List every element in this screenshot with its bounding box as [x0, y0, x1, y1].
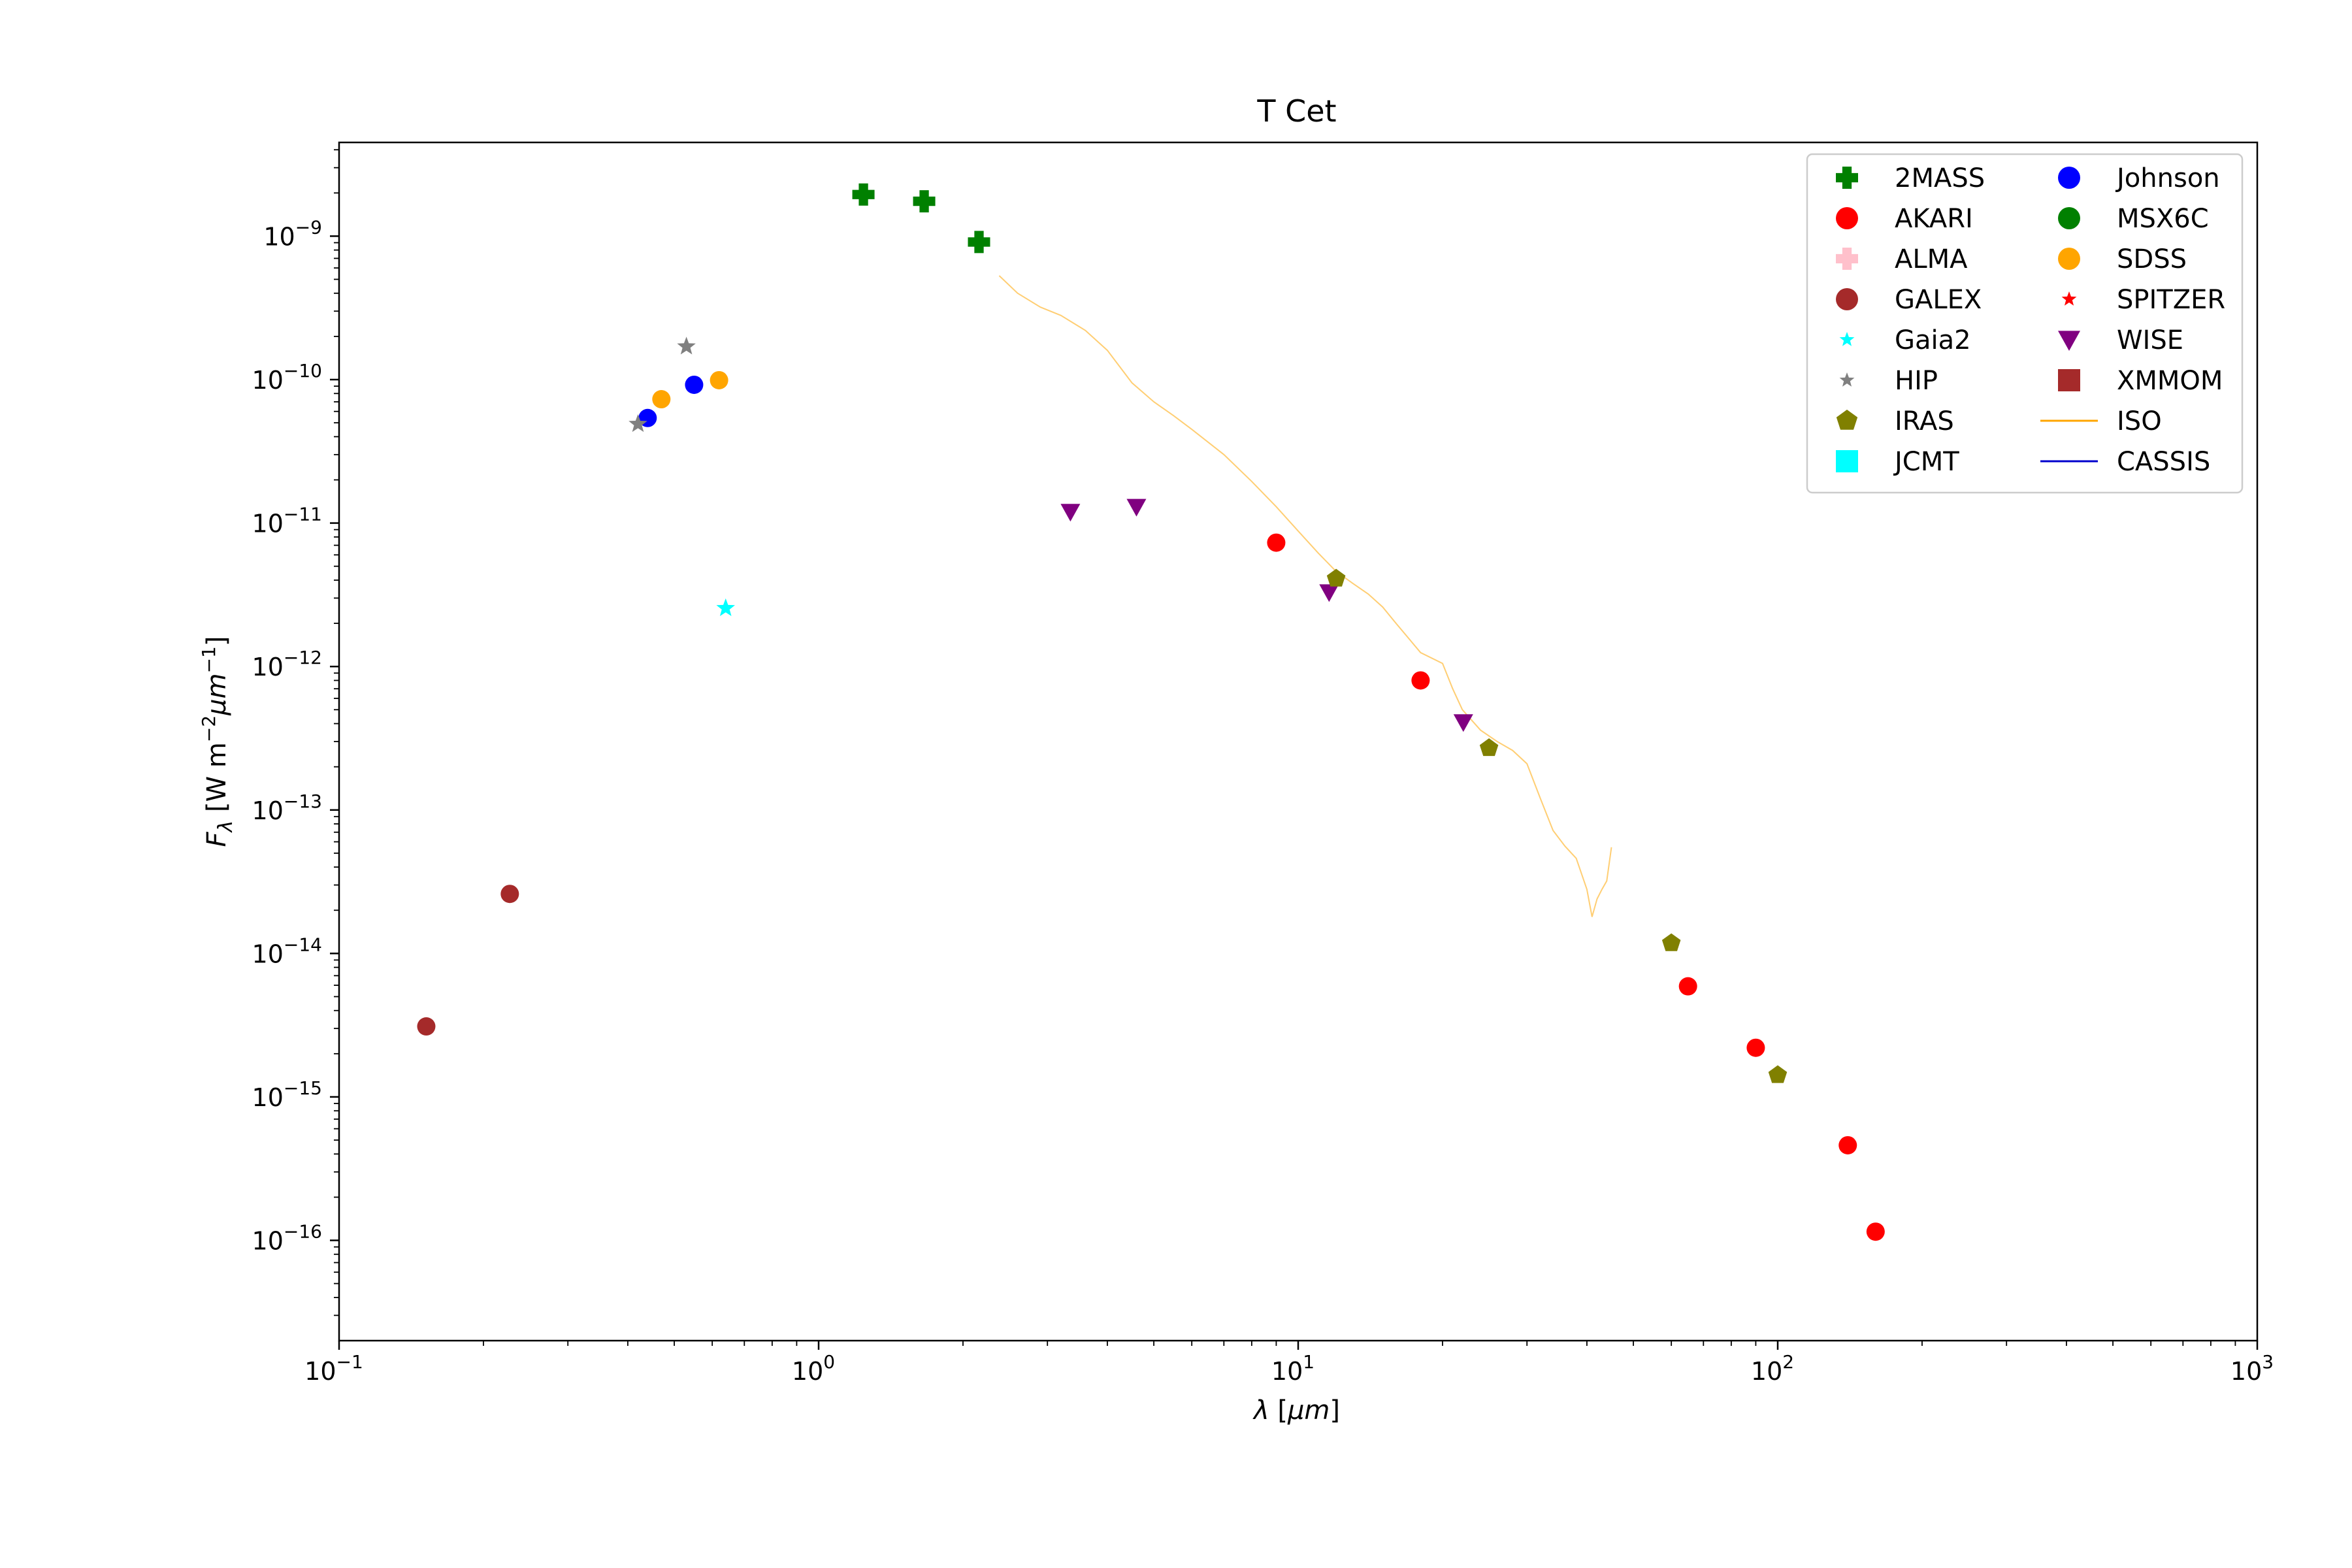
legend-label-hip: HIP	[1895, 366, 1938, 396]
legend-marker-msx6c	[2058, 207, 2080, 229]
wise-point-1	[1060, 504, 1081, 522]
wise-point-2	[1126, 498, 1147, 517]
y-tick-label: 10−13	[252, 791, 322, 825]
legend-label-jcmt: JCMT	[1893, 447, 1959, 477]
iras-point-1	[1326, 568, 1346, 587]
legend-marker-johnson	[2058, 167, 2080, 189]
legend-label-gaia2: Gaia2	[1895, 325, 1971, 355]
x-tick-label: 101	[1271, 1351, 1315, 1386]
legend-label-cassis: CASSIS	[2117, 447, 2210, 477]
legend-marker-jcmt	[1836, 450, 1858, 472]
akari-point-2	[1411, 671, 1430, 690]
y-tick-label: 10−10	[252, 360, 322, 395]
legend-marker-alma	[1836, 248, 1858, 270]
sdss-point-1	[652, 390, 671, 409]
legend-marker-hip	[1839, 372, 1855, 387]
iras-point-4	[1768, 1065, 1788, 1083]
y-tick-label: 10−11	[252, 504, 322, 538]
legend-marker-iras	[1836, 410, 1858, 430]
y-axis: 10−9 10−10 10−11 10−12 10−13 10−14 10−15 10−16	[252, 149, 339, 1316]
2mass-point-2	[913, 190, 936, 213]
iras-point-2	[1479, 738, 1499, 757]
hip-point-2	[677, 336, 696, 355]
y-tick-label: 10−16	[252, 1221, 322, 1256]
x-tick-label: 103	[2230, 1351, 2274, 1386]
legend-label-alma: ALMA	[1895, 244, 1968, 274]
legend-marker-sdss	[2058, 248, 2080, 270]
hip-point-1	[629, 414, 647, 433]
legend-marker-wise	[2058, 331, 2080, 351]
johnson-point-2	[685, 375, 704, 394]
legend-marker-akari	[1836, 207, 1858, 229]
legend-label-galex: GALEX	[1895, 285, 1982, 315]
x-tick-label: 102	[1751, 1351, 1794, 1386]
akari-point-4	[1746, 1038, 1765, 1057]
2mass-point-1	[852, 183, 875, 206]
legend-label-iras: IRAS	[1895, 406, 1954, 436]
galex-point-1	[417, 1017, 436, 1036]
y-tick-label: 10−14	[252, 934, 322, 968]
gaia2-point-1	[716, 598, 735, 617]
akari-point-5	[1838, 1135, 1857, 1154]
legend-label-2mass: 2MASS	[1895, 163, 1985, 193]
y-tick-label: 10−9	[263, 216, 322, 251]
akari-point-6	[1866, 1222, 1885, 1241]
chart-title: T Cet	[1256, 93, 1336, 129]
iso-spectrum-line	[998, 275, 1612, 917]
spectrum-lines	[998, 275, 1612, 917]
y-tick-label: 10−15	[252, 1077, 322, 1112]
legend-frame	[1806, 153, 2244, 494]
legend-label-xmmom: XMMOM	[2117, 366, 2223, 396]
legend-label-spitzer: SPITZER	[2117, 285, 2225, 315]
akari-point-1	[1267, 533, 1286, 552]
y-axis-label: Fλ [W m−2μm−1]	[198, 636, 237, 847]
x-tick-label: 100	[792, 1351, 835, 1386]
legend-label-wise: WISE	[2117, 325, 2183, 355]
wise-point-4	[1453, 714, 1473, 732]
data-points	[417, 183, 1885, 1241]
x-axis-label: λ [μm]	[1252, 1396, 1340, 1426]
wise-point-3	[1319, 584, 1339, 602]
legend-marker-spitzer	[2061, 291, 2077, 306]
legend-marker-2mass	[1836, 167, 1858, 189]
legend-marker-xmmom	[2058, 369, 2080, 391]
legend-marker-gaia2	[1839, 332, 1855, 346]
legend-label-sdss: SDSS	[2117, 244, 2187, 274]
2mass-point-3	[968, 231, 990, 253]
x-tick-label: 10−1	[304, 1351, 363, 1386]
legend-label-msx6c: MSX6C	[2117, 204, 2209, 234]
x-axis: 10−1 100 101 102 103	[304, 1341, 2274, 1386]
legend-label-iso: ISO	[2117, 406, 2162, 436]
iras-point-3	[1661, 933, 1681, 951]
legend-label-akari: AKARI	[1895, 204, 1973, 234]
legend-marker-galex	[1836, 288, 1858, 310]
akari-point-3	[1678, 977, 1697, 996]
sdss-point-2	[710, 370, 728, 389]
legend-label-johnson: Johnson	[2115, 163, 2220, 193]
y-tick-label: 10−12	[252, 647, 322, 681]
galex-point-2	[500, 885, 519, 904]
legend: 2MASS AKARI ALMA GALEX Gaia2 HIP IRAS JCMT Johns…	[1806, 153, 2244, 494]
